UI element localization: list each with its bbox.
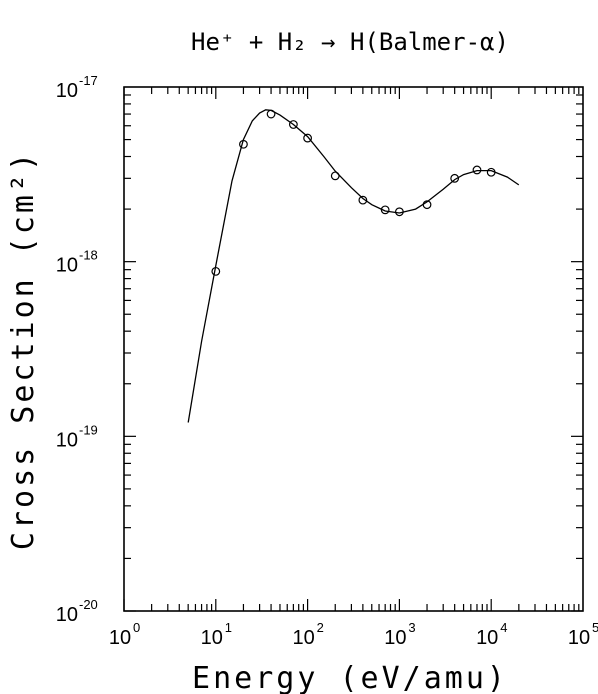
fit-curve-layer [187, 109, 520, 423]
y-tick-label: 10 [56, 255, 78, 277]
y-tick-label-exponent: -20 [79, 597, 98, 612]
x-tick-label: 10 [568, 627, 590, 649]
y-tick-label-exponent: -18 [79, 248, 98, 263]
data-point [358, 195, 368, 205]
data-points-layer [211, 109, 496, 276]
y-tick-label: 10 [56, 604, 78, 626]
x-tick-label: 10 [201, 627, 223, 649]
x-tick-label: 10 [384, 627, 406, 649]
data-point [239, 139, 248, 149]
data-point [211, 266, 221, 276]
y-tick-label-exponent: -19 [79, 422, 98, 437]
x-tick-label: 10 [476, 627, 498, 649]
x-tick-label-exponent: 3 [408, 620, 415, 635]
plot-frame [123, 86, 584, 612]
data-point [472, 165, 482, 175]
data-point [422, 200, 432, 210]
x-tick-label-exponent: 2 [317, 620, 324, 635]
data-point [450, 173, 460, 183]
data-point [303, 133, 313, 143]
data-point [486, 167, 496, 177]
data-point [266, 109, 276, 119]
x-tick-label-exponent: 0 [133, 620, 140, 635]
fit-curve [187, 109, 520, 423]
y-axis-label: Cross Section (cm²) [6, 150, 41, 550]
x-tick-label-exponent: 4 [500, 620, 507, 635]
x-tick-label: 10 [109, 627, 131, 649]
y-tick-label-exponent: -17 [79, 73, 98, 88]
x-tick-label-exponent: 1 [225, 620, 232, 635]
chart-title: He⁺ + H₂ → H(Balmer-α) [191, 28, 509, 56]
x-tick-label: 10 [292, 627, 314, 649]
data-point [380, 205, 390, 215]
y-tick-label: 10 [56, 429, 78, 451]
x-tick-label-exponent: 5 [592, 620, 598, 635]
data-point [395, 207, 404, 217]
y-tick-label: 10 [56, 80, 78, 102]
data-point [288, 120, 298, 129]
axis-ticks [123, 87, 583, 612]
data-point [330, 171, 340, 181]
x-tick-labels: 10 0 10 1 10 2 10 3 10 4 10 5 [109, 620, 598, 649]
x-axis-label: Energy (eV/amu) [192, 661, 508, 694]
